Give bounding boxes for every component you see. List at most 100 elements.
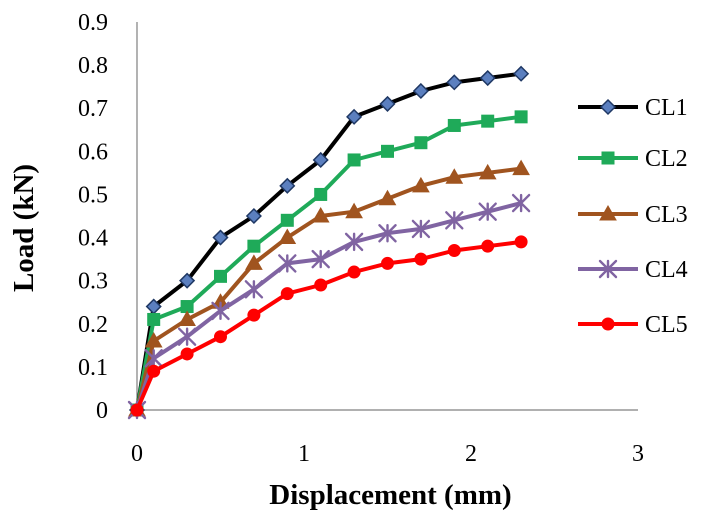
data-point-cl4 bbox=[478, 202, 497, 221]
data-point-cl3 bbox=[378, 189, 397, 206]
data-point-cl4 bbox=[144, 349, 163, 368]
data-point-cl4 bbox=[445, 211, 464, 230]
data-point-cl2 bbox=[447, 118, 461, 132]
series-cl3 bbox=[128, 159, 530, 417]
y-tick-label: 0.2 bbox=[78, 312, 108, 338]
y-tick-labels: 0 0.1 0.2 0.3 0.4 0.5 0.6 0.7 0.8 0.9 bbox=[78, 10, 108, 424]
data-point-cl5 bbox=[214, 330, 227, 344]
axes bbox=[136, 22, 638, 411]
data-point-cl5 bbox=[314, 278, 328, 292]
y-tick-label: 0.5 bbox=[78, 182, 108, 208]
legend-label: CL5 bbox=[645, 312, 688, 338]
legend-item-cl2: CL2 bbox=[578, 146, 688, 172]
data-point-cl5 bbox=[180, 347, 194, 361]
data-point-cl1 bbox=[479, 69, 496, 87]
data-point-cl5 bbox=[414, 252, 428, 266]
series-cl2 bbox=[130, 110, 528, 417]
data-point-cl2 bbox=[280, 213, 294, 227]
data-point-cl2 bbox=[347, 153, 361, 167]
data-point-cl4 bbox=[278, 254, 297, 273]
legend-marker bbox=[598, 259, 618, 279]
series-line-cl4 bbox=[135, 201, 522, 411]
legend-marker bbox=[601, 317, 615, 331]
data-point-cl3 bbox=[245, 254, 263, 270]
legend-marker bbox=[599, 98, 617, 116]
data-point-cl2 bbox=[414, 136, 428, 150]
data-point-cl5 bbox=[247, 308, 261, 322]
data-point-cl2 bbox=[514, 110, 528, 124]
series-line-cl2 bbox=[135, 114, 522, 411]
data-point-cl5 bbox=[147, 364, 161, 378]
data-point-cl5 bbox=[381, 256, 394, 270]
legend-label: CL3 bbox=[645, 202, 688, 228]
legend-item-cl4: CL4 bbox=[578, 257, 688, 283]
data-point-cl1 bbox=[513, 65, 530, 82]
series-cl1 bbox=[128, 65, 530, 419]
data-point-cl3 bbox=[278, 228, 297, 245]
data-point-cl4 bbox=[244, 280, 264, 299]
data-point-cl1 bbox=[379, 95, 396, 112]
data-point-cl4 bbox=[344, 232, 364, 252]
data-point-cl2 bbox=[214, 269, 227, 283]
data-point-cl3 bbox=[512, 159, 530, 176]
data-point-cl1 bbox=[346, 108, 363, 125]
legend-marker bbox=[601, 151, 615, 165]
data-point-cl5 bbox=[481, 239, 495, 253]
x-axis-title: Displacement (mm) bbox=[269, 479, 511, 511]
data-point-cl3 bbox=[144, 332, 163, 348]
data-point-cl5 bbox=[447, 243, 461, 257]
series-line-cl3 bbox=[135, 166, 522, 411]
y-tick-label: 0.4 bbox=[78, 226, 108, 252]
data-point-cl3 bbox=[412, 176, 430, 193]
series-layer bbox=[127, 65, 531, 420]
x-tick-label: 3 bbox=[632, 441, 644, 467]
data-point-cl5 bbox=[514, 235, 528, 249]
y-tick-label: 0 bbox=[96, 398, 108, 424]
legend-label: CL2 bbox=[645, 146, 688, 172]
data-point-cl1 bbox=[279, 177, 296, 194]
data-point-cl3 bbox=[478, 163, 497, 180]
data-point-cl4 bbox=[177, 327, 197, 346]
legend-label: CL4 bbox=[645, 257, 688, 283]
y-tick-label: 0.8 bbox=[78, 53, 108, 79]
data-point-cl1 bbox=[446, 74, 463, 91]
data-point-cl4 bbox=[311, 249, 330, 269]
data-point-cl1 bbox=[212, 229, 229, 246]
data-point-cl4 bbox=[411, 219, 431, 239]
data-point-cl1 bbox=[312, 151, 329, 169]
data-point-cl4 bbox=[511, 193, 531, 213]
data-point-cl3 bbox=[345, 202, 363, 219]
y-tick-label: 0.9 bbox=[78, 10, 108, 36]
data-point-cl5 bbox=[280, 287, 294, 301]
legend-item-cl1: CL1 bbox=[578, 95, 688, 121]
y-tick-label: 0.6 bbox=[78, 139, 108, 165]
x-tick-label: 1 bbox=[298, 441, 310, 467]
data-point-cl1 bbox=[179, 272, 196, 289]
data-point-cl5 bbox=[130, 403, 144, 417]
y-axis-title: Load (kN) bbox=[8, 164, 40, 292]
data-point-cl3 bbox=[445, 168, 464, 184]
legend-marker bbox=[599, 204, 617, 221]
legend-item-cl3: CL3 bbox=[578, 202, 688, 228]
data-point-cl2 bbox=[381, 144, 394, 158]
x-tick-labels: 0 1 2 3 bbox=[131, 441, 644, 467]
x-tick-label: 2 bbox=[465, 441, 477, 467]
data-point-cl2 bbox=[314, 187, 328, 201]
data-point-cl2 bbox=[481, 114, 495, 128]
legend: CL1 CL2 CL3 CL4 CL5 bbox=[578, 95, 688, 338]
data-point-cl3 bbox=[311, 206, 330, 223]
y-tick-label: 0.1 bbox=[78, 355, 108, 381]
data-point-cl3 bbox=[178, 310, 196, 326]
data-point-cl4 bbox=[378, 224, 397, 243]
data-point-cl1 bbox=[245, 207, 262, 225]
data-point-cl2 bbox=[247, 239, 261, 253]
legend-item-cl5: CL5 bbox=[578, 312, 688, 338]
x-tick-label: 0 bbox=[131, 441, 143, 467]
data-point-cl4 bbox=[211, 301, 230, 321]
series-cl5 bbox=[130, 235, 528, 417]
y-tick-label: 0.3 bbox=[78, 269, 108, 295]
data-point-cl1 bbox=[412, 82, 429, 100]
data-point-cl5 bbox=[347, 265, 361, 279]
y-tick-label: 0.7 bbox=[78, 96, 108, 122]
